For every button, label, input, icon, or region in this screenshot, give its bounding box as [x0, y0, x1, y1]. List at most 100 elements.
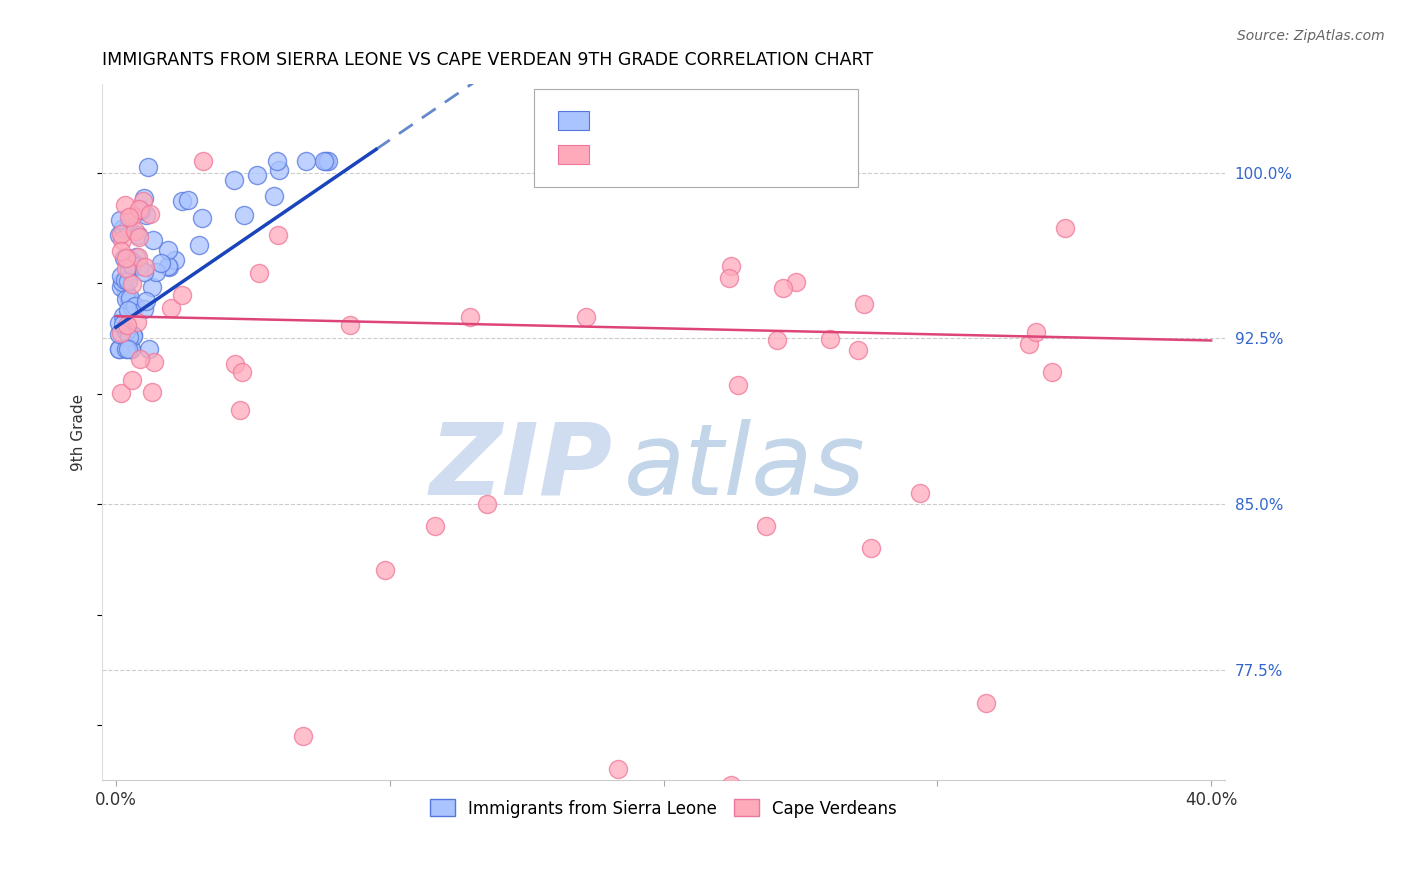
Point: [127, 315, 149, 329]
Point: [107, 343, 129, 357]
Point: [423, 519, 446, 533]
Point: [222, 173, 245, 187]
Point: [974, 696, 997, 710]
Point: [1040, 365, 1063, 379]
Point: [374, 563, 396, 577]
Text: ZIP: ZIP: [430, 418, 613, 516]
Point: [117, 303, 139, 318]
Point: [118, 211, 141, 225]
Point: [720, 778, 742, 792]
Point: [142, 355, 165, 369]
Point: [156, 243, 179, 257]
Point: [118, 252, 141, 267]
Point: [292, 729, 315, 743]
Point: [110, 386, 132, 401]
Point: [121, 300, 143, 314]
Point: [177, 193, 200, 207]
Point: [157, 260, 180, 274]
Text: N =: N =: [696, 145, 738, 163]
Point: [117, 293, 139, 308]
Point: [132, 265, 155, 279]
Point: [127, 228, 149, 243]
Point: [118, 255, 141, 269]
Point: [149, 256, 172, 270]
Point: [139, 207, 162, 221]
Point: [114, 260, 136, 275]
Point: [107, 228, 129, 243]
Point: [129, 203, 152, 218]
Point: [191, 154, 214, 169]
Text: 70: 70: [738, 112, 761, 129]
Point: [111, 233, 134, 247]
Point: [316, 154, 339, 169]
Point: [1053, 221, 1076, 235]
Point: [115, 343, 138, 357]
Point: [121, 327, 143, 342]
Text: atlas: atlas: [624, 418, 866, 516]
Point: [170, 288, 193, 302]
Point: [115, 292, 138, 306]
Point: [117, 275, 139, 289]
Point: [1025, 325, 1047, 339]
Point: [125, 250, 148, 264]
Point: [910, 486, 932, 500]
Point: [727, 378, 749, 392]
Point: [121, 258, 143, 272]
Point: [111, 309, 134, 323]
Point: [107, 343, 129, 357]
Point: [120, 253, 142, 268]
Point: [134, 260, 156, 275]
Point: [120, 343, 142, 357]
Point: [295, 154, 318, 169]
Text: N =: N =: [696, 112, 738, 129]
Text: R =: R =: [600, 145, 637, 163]
Point: [115, 285, 138, 300]
Point: [128, 259, 150, 273]
Point: [128, 352, 150, 367]
Point: [128, 229, 150, 244]
Point: [720, 259, 742, 273]
Point: [314, 154, 336, 169]
Point: [458, 310, 481, 324]
Point: [124, 223, 146, 237]
Point: [718, 270, 741, 285]
Point: [124, 300, 146, 314]
Point: [575, 310, 598, 324]
Point: [1018, 337, 1040, 351]
Point: [263, 188, 285, 202]
Y-axis label: 9th Grade: 9th Grade: [72, 393, 86, 471]
Point: [110, 269, 132, 284]
Point: [163, 253, 186, 268]
Point: [606, 762, 628, 776]
Point: [188, 238, 211, 252]
Point: [115, 324, 138, 338]
Text: 0.241: 0.241: [643, 112, 695, 129]
Point: [269, 163, 291, 178]
Point: [115, 252, 138, 266]
Point: [170, 194, 193, 208]
Point: [110, 227, 132, 241]
Legend: Immigrants from Sierra Leone, Cape Verdeans: Immigrants from Sierra Leone, Cape Verde…: [423, 793, 904, 824]
Point: [766, 333, 789, 347]
Point: [114, 198, 136, 212]
Point: [111, 275, 134, 289]
Point: [136, 160, 159, 174]
Point: [157, 260, 180, 275]
Point: [160, 301, 183, 315]
Point: [114, 273, 136, 287]
Point: [108, 326, 131, 341]
Point: [120, 291, 142, 305]
Point: [122, 329, 145, 343]
Point: [112, 220, 135, 235]
Point: [142, 234, 165, 248]
Point: [267, 227, 290, 242]
Point: [228, 402, 250, 417]
Text: R =: R =: [600, 112, 637, 129]
Point: [860, 541, 883, 556]
Point: [132, 301, 155, 316]
Point: [131, 194, 153, 208]
Point: [135, 208, 157, 222]
Point: [246, 168, 269, 182]
Point: [112, 251, 135, 265]
Point: [231, 365, 253, 379]
